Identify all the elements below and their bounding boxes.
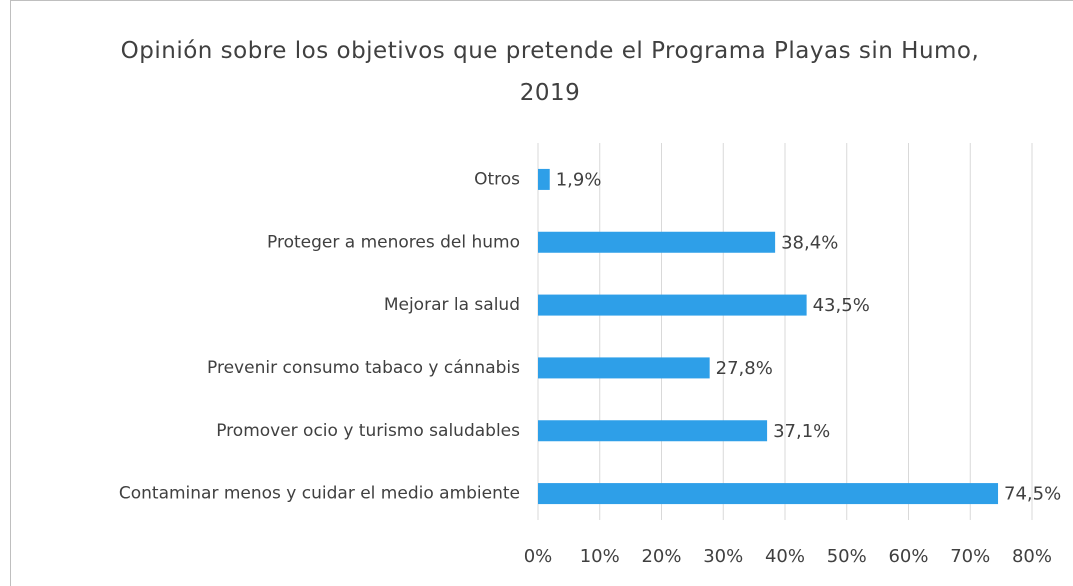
data-label: 74,5% [1004,484,1061,505]
y-tick-label: Proteger a menores del humo [267,232,520,252]
bar [538,420,768,442]
bar [538,357,710,379]
data-label: 37,1% [773,421,830,442]
chart-border [10,0,1073,586]
data-label: 38,4% [781,232,838,253]
y-tick-label: Otros [474,169,520,189]
x-tick-label: 70% [950,546,990,567]
y-tick-label: Promover ocio y turismo saludables [216,421,520,441]
bar [538,294,807,316]
bar [538,483,999,505]
y-tick-label: Mejorar la salud [384,295,520,315]
chart-title: Opinión sobre los objetivos que pretende… [120,38,980,106]
x-tick-label: 80% [1012,546,1052,567]
x-tick-label: 30% [703,546,743,567]
x-tick-label: 10% [580,546,620,567]
data-label: 1,9% [556,169,602,190]
x-tick-label: 60% [888,546,928,567]
x-tick-label: 50% [827,546,867,567]
x-tick-label: 0% [524,546,553,567]
bar [538,168,550,190]
bar [538,231,776,253]
data-label: 43,5% [813,295,870,316]
data-label: 27,8% [716,358,773,379]
y-tick-label: Contaminar menos y cuidar el medio ambie… [119,484,520,504]
x-tick-label: 40% [765,546,805,567]
x-tick-label: 20% [641,546,681,567]
y-tick-label: Prevenir consumo tabaco y cánnabis [207,358,520,378]
